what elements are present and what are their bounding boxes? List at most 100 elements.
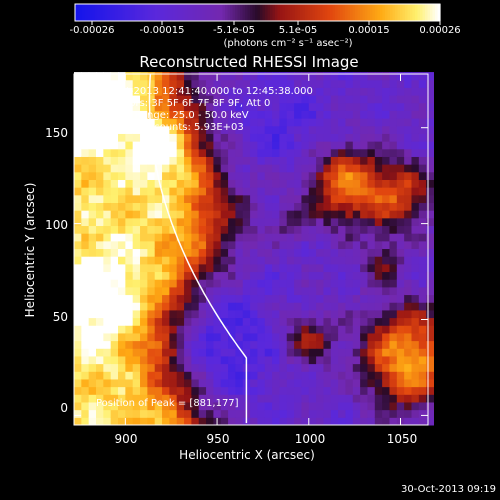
heatmap-cell	[198, 164, 207, 173]
colorbar-cell	[230, 4, 234, 21]
heatmap-cell	[374, 355, 383, 365]
heatmap-cell	[308, 263, 317, 273]
heatmap-cell	[389, 202, 398, 211]
heatmap-cell	[257, 371, 266, 380]
heatmap-cell	[257, 286, 266, 296]
heatmap-cell	[294, 332, 302, 342]
heatmap-cell	[88, 271, 97, 280]
heatmap-cell	[345, 371, 354, 380]
heatmap-cell	[264, 271, 273, 280]
heatmap-cell	[228, 179, 236, 188]
heatmap-cell	[316, 179, 324, 188]
colorbar-cell	[235, 4, 239, 21]
heatmap-cell	[330, 317, 339, 326]
heatmap-cell	[125, 378, 134, 388]
heatmap-cell	[367, 271, 376, 280]
heatmap-cell	[250, 409, 258, 418]
heatmap-cell	[250, 95, 258, 104]
heatmap-cell	[294, 256, 302, 265]
heatmap-cell	[74, 110, 82, 119]
heatmap-cell	[396, 133, 405, 142]
heatmap-cell	[250, 110, 258, 119]
heatmap-cell	[191, 286, 200, 296]
heatmap-cell	[404, 401, 412, 411]
heatmap-cell	[154, 409, 163, 418]
heatmap-cell	[140, 179, 148, 188]
heatmap-cell	[352, 148, 361, 157]
peak-position-label: Position of Peak = [881,177]	[96, 398, 239, 409]
colorbar-cell	[387, 4, 391, 21]
heatmap-cell	[279, 141, 288, 150]
heatmap-cell	[308, 386, 317, 395]
heatmap-cell	[162, 164, 170, 173]
heatmap-cell	[338, 340, 346, 349]
heatmap-cell	[330, 271, 339, 280]
heatmap-cell	[345, 325, 354, 334]
heatmap-cell	[382, 302, 390, 311]
heatmap-cell	[257, 133, 266, 142]
heatmap-cell	[81, 148, 90, 157]
heatmap-cell	[96, 332, 104, 342]
heatmap-cell	[389, 171, 398, 180]
heatmap-cell	[426, 409, 435, 418]
heatmap-cell	[352, 340, 361, 349]
heatmap-cell	[272, 118, 280, 127]
heatmap-cell	[74, 210, 82, 219]
heatmap-cell	[184, 179, 192, 188]
heatmap-cell	[88, 72, 97, 81]
heatmap-cell	[110, 133, 119, 142]
heatmap-cell	[382, 417, 390, 426]
heatmap-cell	[81, 179, 90, 188]
heatmap-cell	[96, 371, 104, 380]
heatmap-cell	[132, 363, 141, 372]
heatmap-cell	[308, 217, 317, 227]
heatmap-cell	[374, 340, 383, 349]
heatmap-cell	[426, 225, 435, 234]
heatmap-cell	[338, 72, 346, 81]
heatmap-cell	[162, 225, 170, 234]
heatmap-cell	[96, 87, 104, 96]
heatmap-cell	[96, 141, 104, 150]
heatmap-cell	[360, 240, 368, 250]
heatmap-cell	[308, 309, 317, 319]
heatmap-cell	[338, 118, 346, 127]
heatmap-cell	[162, 194, 170, 204]
heatmap-cell	[154, 95, 163, 104]
heatmap-cell	[154, 256, 163, 265]
heatmap-cell	[286, 371, 295, 380]
heatmap-cell	[426, 164, 435, 173]
heatmap-cell	[74, 294, 82, 303]
heatmap-cell	[81, 217, 90, 227]
heatmap-cell	[125, 156, 134, 165]
heatmap-cell	[140, 302, 148, 311]
heatmap-cell	[272, 332, 280, 342]
heatmap-cell	[301, 156, 310, 165]
heatmap-cell	[250, 317, 258, 326]
heatmap-cell	[140, 332, 148, 342]
y-axis-label: Heliocentric Y (arcsec)	[23, 182, 37, 318]
heatmap-cell	[308, 378, 317, 388]
heatmap-cell	[360, 148, 368, 157]
heatmap-cell	[103, 156, 112, 165]
heatmap-cell	[323, 240, 332, 250]
heatmap-cell	[286, 325, 295, 334]
heatmap-cell	[118, 348, 126, 357]
heatmap-cell	[374, 325, 383, 334]
heatmap-cell	[250, 401, 258, 411]
heatmap-cell	[345, 217, 354, 227]
heatmap-cell	[330, 394, 339, 403]
heatmap-cell	[301, 87, 310, 96]
heatmap-cell	[426, 309, 435, 319]
heatmap-cell	[396, 302, 405, 311]
heatmap-cell	[96, 217, 104, 227]
x-tick-label: 1050	[386, 432, 418, 446]
heatmap-cell	[140, 409, 148, 418]
heatmap-cell	[257, 248, 266, 257]
heatmap-cell	[228, 263, 236, 273]
heatmap-cell	[110, 363, 119, 372]
heatmap-cell	[184, 125, 192, 134]
heatmap-cell	[74, 133, 82, 142]
heatmap-cell	[184, 118, 192, 127]
heatmap-cell	[367, 217, 376, 227]
heatmap-cell	[367, 263, 376, 273]
